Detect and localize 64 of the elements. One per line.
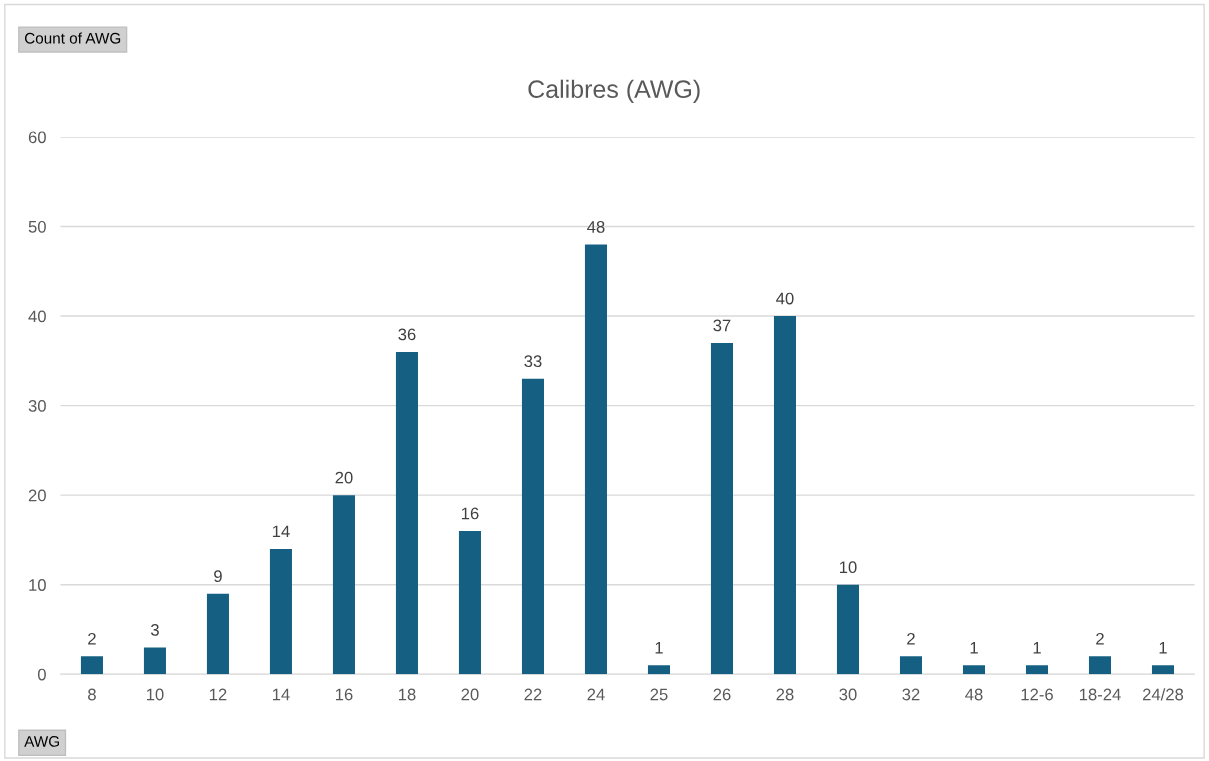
bar [80, 656, 103, 675]
x-tick-label: 16 [335, 688, 353, 701]
data-label: 1 [970, 642, 978, 654]
data-label: 2 [1096, 632, 1104, 645]
y-tick-label: 60 [28, 131, 46, 144]
bar [206, 593, 229, 675]
y-tick-label: 30 [28, 400, 46, 412]
x-tick-label: 12 [209, 688, 227, 701]
data-label: 2 [88, 632, 96, 645]
x-tick-label: 26 [713, 688, 731, 701]
y-tick-label: 10 [29, 579, 46, 591]
x-tick-label: 8 [88, 688, 96, 701]
x-tick-label: 24/28 [1142, 688, 1184, 701]
x-tick-label: 24 [587, 688, 605, 701]
x-tick-label: 12-6 [1021, 688, 1053, 701]
y-tick-label: 50 [28, 220, 46, 233]
x-tick-label: 32 [902, 688, 920, 701]
data-label: 3 [150, 623, 159, 636]
bar [1025, 665, 1049, 675]
bar [584, 244, 607, 675]
x-tick-label: 10 [146, 688, 164, 701]
bar [269, 548, 292, 675]
bar [1151, 665, 1175, 675]
text: Count of AWG [24, 32, 121, 44]
bar [1088, 656, 1112, 675]
bar [458, 530, 481, 675]
data-label: 40 [776, 292, 794, 305]
data-label: 9 [214, 570, 222, 583]
data-label: 1 [655, 642, 663, 654]
data-label: 16 [461, 507, 479, 520]
data-label: 10 [839, 561, 857, 574]
y-tick-label: 40 [28, 310, 46, 323]
bar [647, 665, 670, 675]
data-label: 1 [1033, 642, 1041, 654]
x-tick-label: 20 [461, 688, 479, 701]
data-label: 37 [713, 319, 731, 332]
data-label: 36 [398, 328, 416, 341]
bar [836, 584, 859, 675]
chart-title: Calibres (AWG) [528, 79, 700, 103]
bar [395, 351, 418, 675]
bar [332, 495, 355, 675]
y-tick-label: 20 [28, 489, 46, 502]
bar [710, 342, 733, 675]
x-tick-label: 25 [650, 688, 668, 701]
bar [521, 378, 544, 675]
x-tick-label: 18-24 [1079, 688, 1121, 701]
data-label: 14 [272, 525, 290, 538]
x-tick-label: 14 [272, 688, 290, 701]
x-tick-label: 30 [839, 688, 857, 701]
data-label: 2 [907, 632, 915, 645]
bar [773, 316, 796, 675]
bar [962, 665, 986, 675]
x-tick-label: 18 [398, 688, 416, 701]
data-label: 48 [587, 221, 605, 233]
data-label: 1 [1159, 642, 1167, 654]
data-label: 33 [524, 355, 542, 368]
bar [143, 647, 166, 675]
x-tick-label: 28 [776, 688, 794, 701]
x-tick-label: 48 [965, 688, 983, 701]
y-tick-label: 0 [37, 668, 46, 681]
data-label: 20 [335, 471, 353, 484]
x-tick-label: 22 [524, 688, 542, 701]
bar [899, 656, 923, 675]
text: AWG [24, 736, 59, 747]
